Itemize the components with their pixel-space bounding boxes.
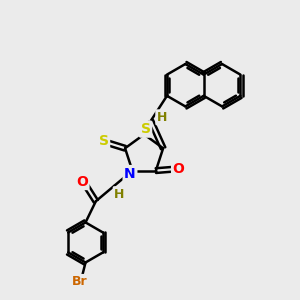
Text: Br: Br	[72, 275, 87, 288]
Text: H: H	[114, 188, 124, 201]
Text: S: S	[141, 122, 151, 136]
Text: H: H	[157, 111, 167, 124]
Text: N: N	[124, 167, 136, 181]
Text: O: O	[172, 162, 184, 176]
Text: O: O	[76, 175, 88, 188]
Text: S: S	[99, 134, 109, 148]
